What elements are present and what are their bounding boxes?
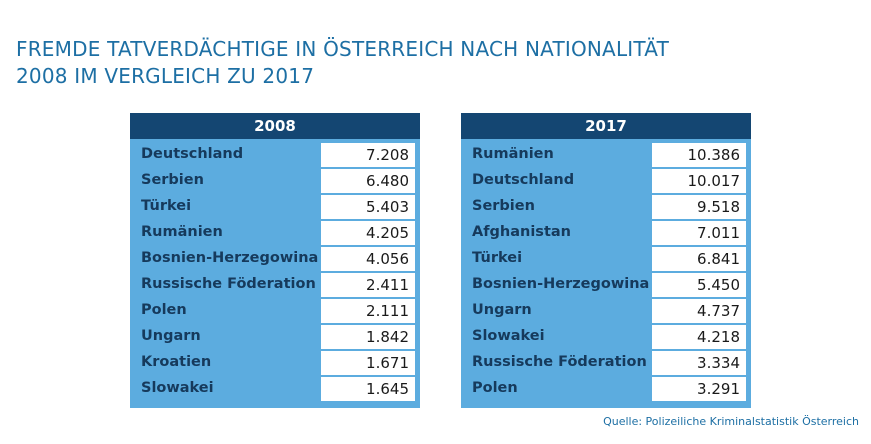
title-line-2: 2008 IM VERGLEICH ZU 2017 <box>16 64 315 88</box>
table-2017: 2017 Rumänien 10.386 Deutschland 10.017 Se… <box>461 113 751 408</box>
country-label: Afghanistan <box>472 224 571 240</box>
table-row: Bosnien-Herzegowina 5.450 <box>466 271 746 297</box>
count-value: 10.017 <box>652 168 746 193</box>
count-value: 9.518 <box>652 194 746 219</box>
table-2008: 2008 Deutschland 7.208 Serbien 6.480 Türke… <box>130 113 420 408</box>
count-value: 2.411 <box>321 272 415 297</box>
count-value: 3.291 <box>652 376 746 401</box>
table-row: Slowakei 1.645 <box>135 375 415 401</box>
count-value: 7.208 <box>321 142 415 167</box>
count-value: 3.334 <box>652 350 746 375</box>
table-row: Ungarn 1.842 <box>135 323 415 349</box>
country-label: Ungarn <box>141 328 201 344</box>
count-value: 2.111 <box>321 298 415 323</box>
table-row: Serbien 9.518 <box>466 193 746 219</box>
count-value: 6.841 <box>652 246 746 271</box>
count-value: 4.056 <box>321 246 415 271</box>
table-row: Russische Föderation 2.411 <box>135 271 415 297</box>
source-note: Quelle: Polizeiliche Kriminalstatistik Ö… <box>603 415 859 428</box>
country-label: Rumänien <box>472 146 554 162</box>
country-label: Bosnien-Herzegowina <box>472 276 650 292</box>
country-label: Russische Föderation <box>472 354 647 370</box>
country-label: Slowakei <box>141 380 214 396</box>
country-label: Türkei <box>472 250 523 266</box>
table-row: Polen 3.291 <box>466 375 746 401</box>
table-row: Afghanistan 7.011 <box>466 219 746 245</box>
title-line-1: FREMDE TATVERDÄCHTIGE IN ÖSTERREICH NACH… <box>16 37 669 61</box>
table-rows-2008: Deutschland 7.208 Serbien 6.480 Türkei 5.40… <box>135 139 415 401</box>
table-row: Rumänien 4.205 <box>135 219 415 245</box>
table-row: Slowakei 4.218 <box>466 323 746 349</box>
count-value: 5.450 <box>652 272 746 297</box>
country-label: Rumänien <box>141 224 223 240</box>
count-value: 1.645 <box>321 376 415 401</box>
table-row: Kroatien 1.671 <box>135 349 415 375</box>
table-header-2017: 2017 <box>461 113 751 139</box>
country-label: Deutschland <box>472 172 575 188</box>
count-value: 5.403 <box>321 194 415 219</box>
country-label: Slowakei <box>472 328 545 344</box>
page-title: FREMDE TATVERDÄCHTIGE IN ÖSTERREICH NACH… <box>16 36 669 90</box>
count-value: 10.386 <box>652 142 746 167</box>
table-row: Russische Föderation 3.334 <box>466 349 746 375</box>
country-label: Serbien <box>472 198 535 214</box>
count-value: 1.671 <box>321 350 415 375</box>
count-value: 4.737 <box>652 298 746 323</box>
table-rows-2017: Rumänien 10.386 Deutschland 10.017 Serbien… <box>466 139 746 401</box>
table-row: Polen 2.111 <box>135 297 415 323</box>
table-row: Deutschland 10.017 <box>466 167 746 193</box>
country-label: Bosnien-Herzegowina <box>141 250 319 266</box>
country-label: Türkei <box>141 198 192 214</box>
country-label: Ungarn <box>472 302 532 318</box>
table-row: Rumänien 10.386 <box>466 141 746 167</box>
count-value: 1.842 <box>321 324 415 349</box>
country-label: Kroatien <box>141 354 212 370</box>
count-value: 4.205 <box>321 220 415 245</box>
country-label: Russische Föderation <box>141 276 316 292</box>
country-label: Deutschland <box>141 146 244 162</box>
table-row: Serbien 6.480 <box>135 167 415 193</box>
count-value: 4.218 <box>652 324 746 349</box>
table-row: Ungarn 4.737 <box>466 297 746 323</box>
country-label: Serbien <box>141 172 204 188</box>
table-row: Bosnien-Herzegowina 4.056 <box>135 245 415 271</box>
table-header-2008: 2008 <box>130 113 420 139</box>
country-label: Polen <box>141 302 187 318</box>
table-row: Türkei 6.841 <box>466 245 746 271</box>
table-row: Türkei 5.403 <box>135 193 415 219</box>
count-value: 7.011 <box>652 220 746 245</box>
table-row: Deutschland 7.208 <box>135 141 415 167</box>
count-value: 6.480 <box>321 168 415 193</box>
country-label: Polen <box>472 380 518 396</box>
